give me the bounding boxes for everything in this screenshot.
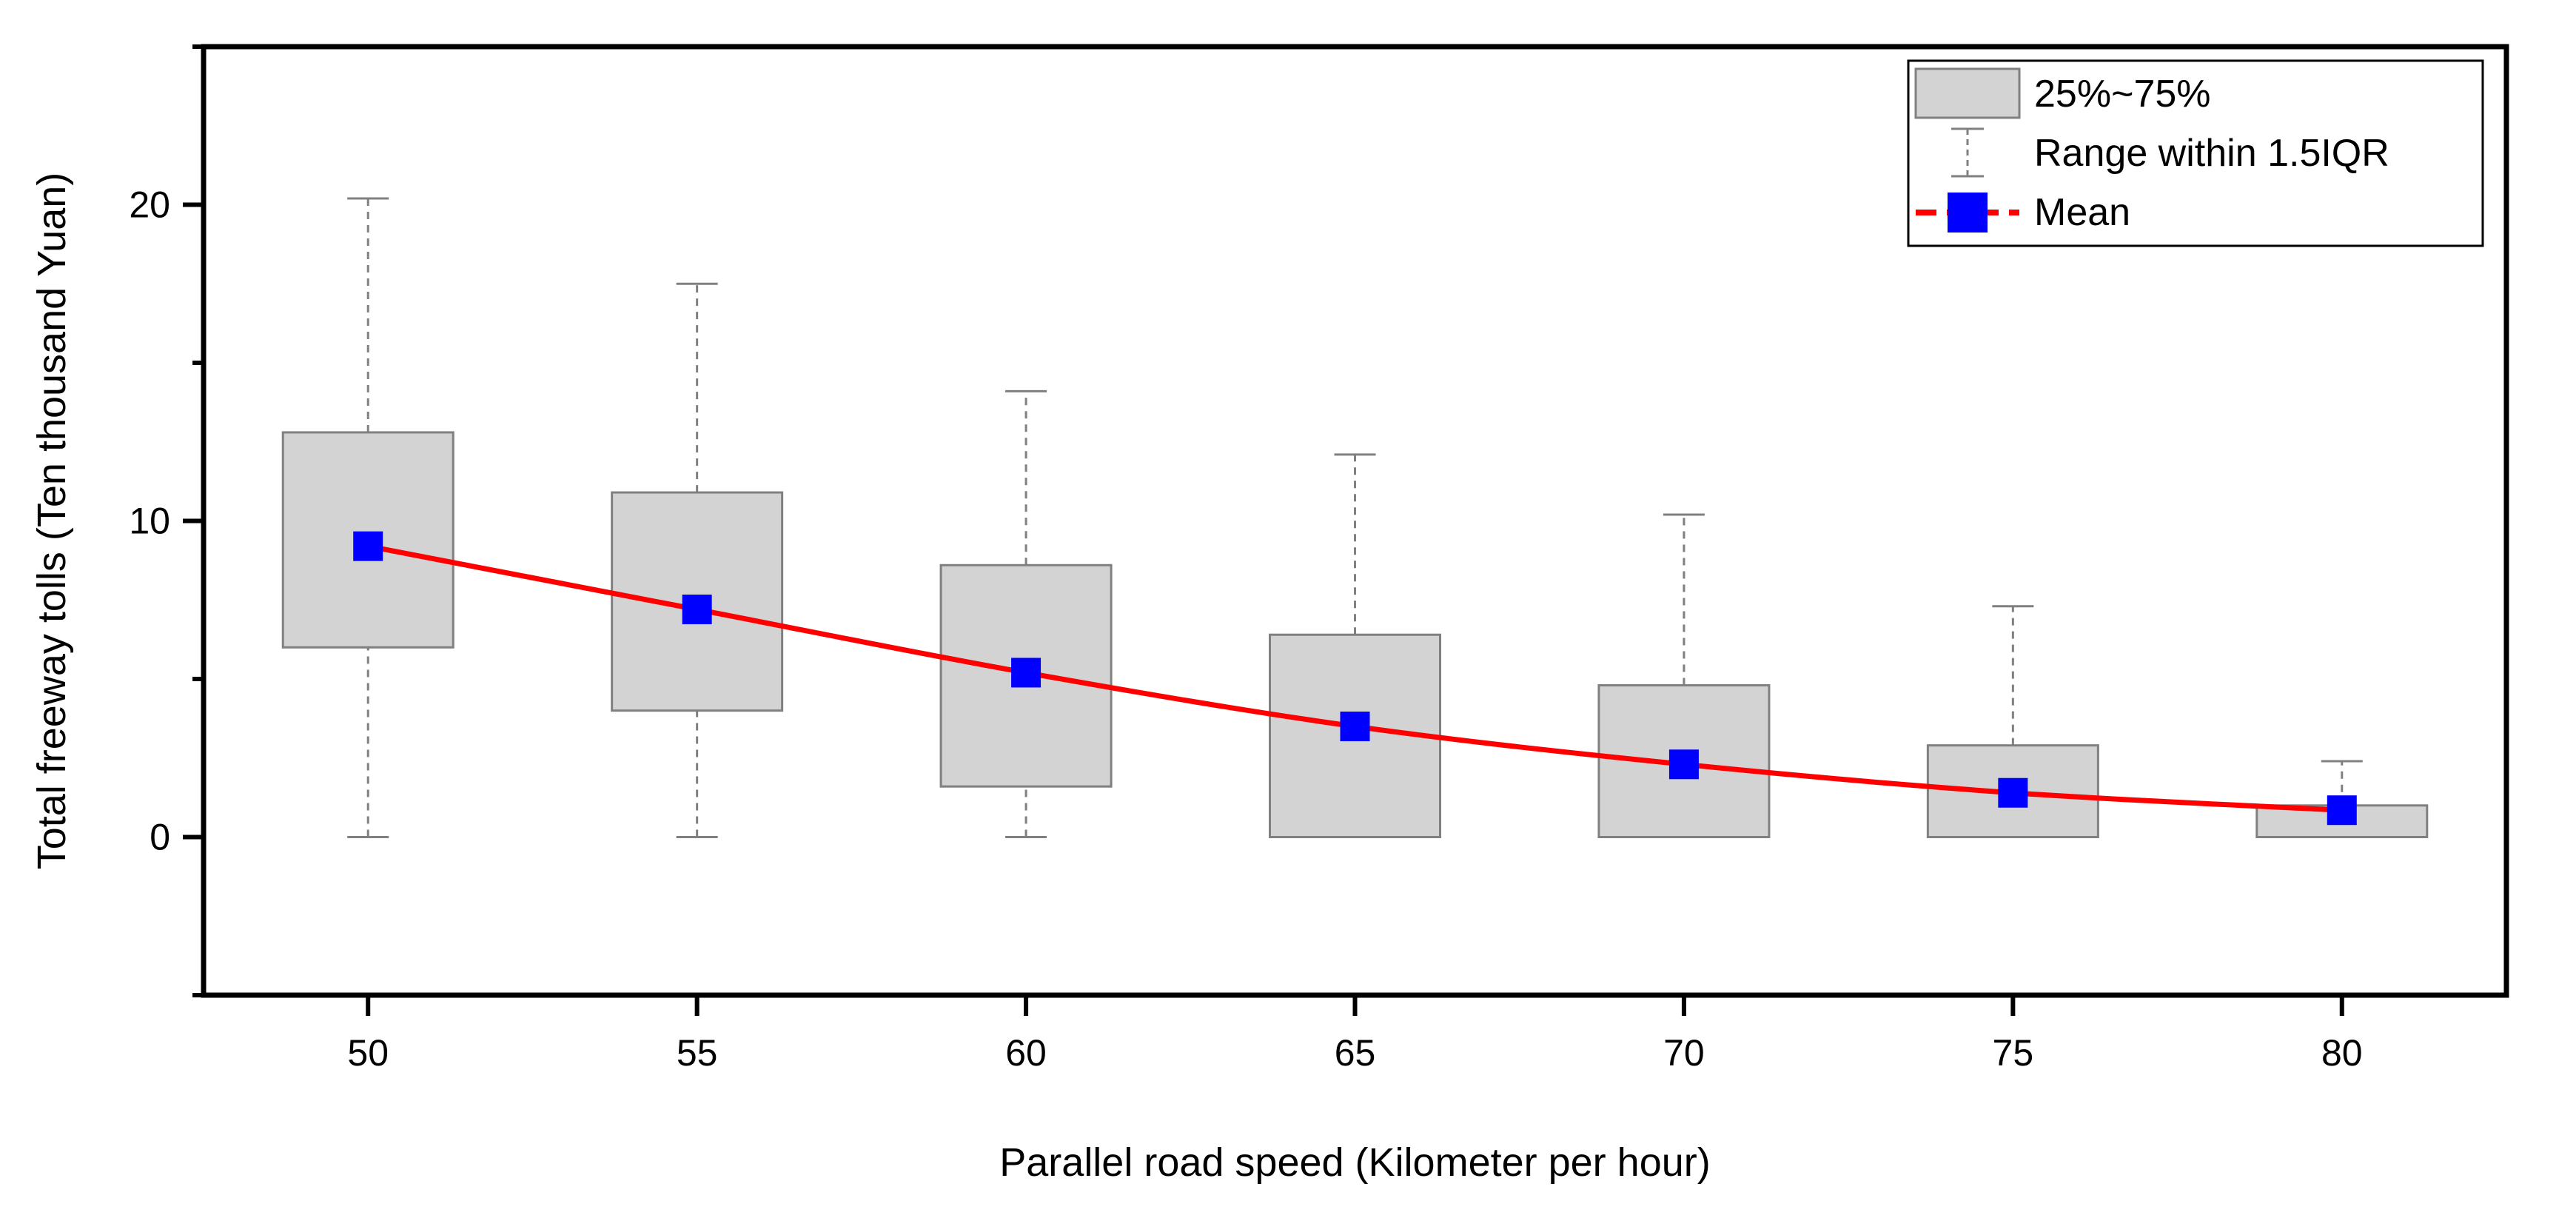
mean-layer: [353, 531, 2357, 826]
mean-marker-70: [1668, 749, 1699, 780]
box-group-65: [1269, 453, 1441, 838]
y-axis-label: Total freeway tolls (Ten thousand Yuan): [30, 173, 74, 870]
x-tick-label-60: 60: [1005, 1032, 1047, 1074]
legend-swatch-box: [1914, 67, 2021, 119]
box-group-60: [939, 389, 1113, 838]
y-tick-label-20: 20: [129, 184, 170, 226]
mean-marker-65: [1340, 712, 1370, 742]
x-axis-label: Parallel road speed (Kilometer per hour): [999, 1140, 1710, 1185]
legend-swatch-mean-marker: [1948, 193, 1988, 233]
y-tick-label-0: 0: [150, 817, 170, 858]
x-tick-label-55: 55: [677, 1032, 718, 1074]
box-group-70: [1597, 513, 1771, 838]
legend-label-whisker: Range within 1.5IQR: [2034, 132, 2389, 175]
box-group-50: [281, 197, 455, 838]
y-tick-label-10: 10: [129, 501, 170, 542]
legend-label-mean: Mean: [2034, 191, 2130, 234]
mean-marker-60: [1011, 658, 1042, 688]
mean-marker-80: [2327, 795, 2357, 826]
legend-label-box: 25%~75%: [2034, 73, 2211, 116]
legend: 25%~75% Range within 1.5IQR Mean: [1907, 59, 2484, 247]
x-tick-label-50: 50: [347, 1032, 389, 1074]
mean-marker-75: [1998, 777, 2028, 808]
axes-layer: 50 55 60 65 70 75 80 0 10 20 Parallel road speed (…: [30, 44, 2509, 1185]
boxes-layer: [281, 197, 2429, 839]
mean-marker-55: [682, 595, 712, 625]
mean-marker-50: [353, 531, 383, 561]
x-tick-label-75: 75: [1993, 1032, 2034, 1074]
x-tick-label-80: 80: [2321, 1032, 2363, 1074]
x-tick-label-65: 65: [1335, 1032, 1376, 1074]
box-group-55: [611, 282, 784, 838]
x-tick-label-70: 70: [1663, 1032, 1705, 1074]
